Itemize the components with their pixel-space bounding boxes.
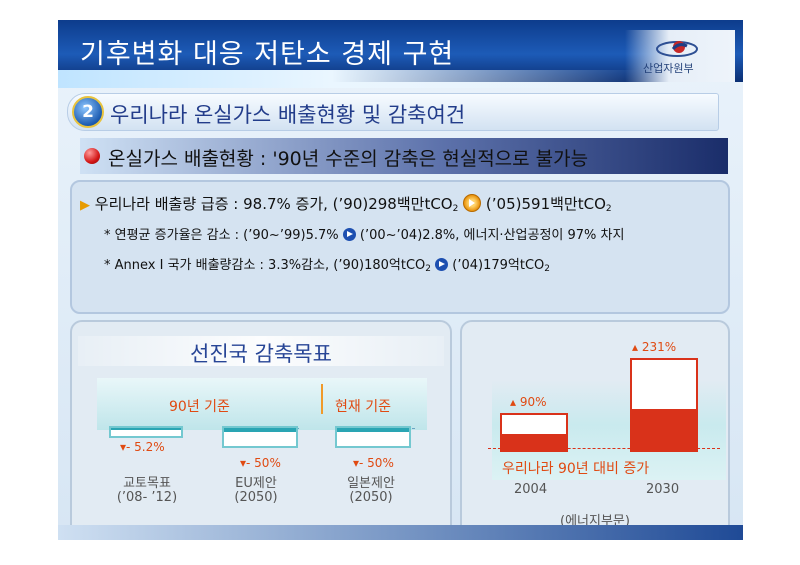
slide-title: 기후변화 대응 저탄소 경제 구현	[80, 39, 455, 70]
target-bar-fill	[224, 428, 296, 432]
band-label-1990: 90년 기준	[169, 399, 230, 415]
arrow-circle-icon	[342, 228, 356, 241]
band-label-current: 현재 기준	[335, 399, 391, 415]
increase-note: 우리나라 90년 대비 증가	[502, 461, 650, 477]
fact-line-1: ▶ 우리나라 배출량 급증 : 98.7% 증가, (’90)298백만tCO2…	[80, 193, 612, 214]
target-name: 교토목표	[123, 476, 171, 491]
baseline-band	[97, 378, 427, 430]
target-bar-fill	[111, 428, 181, 430]
fact-1-lead: 우리나라 배출량 급증 : 98.7% 증가, (’90)298백만tCO	[94, 195, 453, 213]
year-label: 2030	[646, 482, 680, 497]
logo-text: 산업자원부	[643, 62, 694, 75]
subheading-text: 온실가스 배출현황 : '90년 수준의 감축은 현실적으로 불가능	[108, 148, 589, 170]
subheading-bar: 온실가스 배출현황 : '90년 수준의 감축은 현실적으로 불가능	[80, 138, 728, 174]
panel-title-glow	[78, 336, 444, 366]
fact-2-tail: (’00~’04)2.8%, 에너지·산업공정이 97% 차지	[359, 228, 625, 243]
fact-3-tail: (’04)179억tCO	[452, 258, 545, 273]
target-period: (2050)	[349, 490, 393, 505]
section-title: 우리나라 온실가스 배출현황 및 감축여건	[110, 103, 466, 127]
increase-bar	[630, 358, 698, 452]
ministry-logo: 산업자원부	[625, 30, 735, 82]
triangle-bullet-icon: ▶	[80, 198, 90, 213]
target-value-label: ▾- 50%	[353, 456, 394, 470]
target-bar	[335, 426, 411, 448]
target-name: 일본제안	[347, 476, 395, 491]
target-name: EU제안	[235, 476, 277, 491]
emission-facts-box: ▶ 우리나라 배출량 급증 : 98.7% 증가, (’90)298백만tCO2…	[70, 180, 730, 314]
title-glow	[58, 70, 743, 88]
increase-value-label: ▴ 90%	[510, 395, 547, 409]
reduction-targets-panel: 선진국 감축목표 90년 기준 현재 기준 ▾- 5.2% ▾- 50% ▾- …	[70, 320, 452, 540]
bottom-bar	[58, 525, 743, 540]
increase-bar	[500, 413, 568, 452]
fact-line-2: * 연평균 증가율은 감소 : (’90~’99)5.7% (’00~’04)2…	[104, 224, 624, 243]
fact-3-sub2: 2	[544, 264, 551, 274]
section-number: 2	[72, 96, 104, 128]
target-bar	[109, 426, 183, 438]
target-value-label: ▾- 50%	[240, 456, 281, 470]
year-label: 2004	[514, 482, 548, 497]
fact-3-sub: 2	[425, 264, 432, 274]
baseline-1990-line	[488, 448, 720, 449]
fact-1-mid: (’05)591백만tCO	[485, 195, 606, 213]
arrow-circle-icon	[463, 194, 482, 212]
target-value-label: ▾- 5.2%	[120, 440, 165, 454]
target-bar-fill	[337, 428, 409, 432]
fact-1-sub2: 2	[605, 204, 612, 214]
fact-line-3: * Annex I 국가 배출량감소 : 3.3%감소, (’90)180억tC…	[104, 254, 550, 274]
increase-value-label: ▴ 231%	[632, 340, 677, 354]
target-period: (’08- ’12)	[116, 490, 178, 505]
red-bullet-icon	[84, 148, 100, 164]
left-chart-title: 선진국 감축목표	[190, 342, 332, 366]
target-period: (2050)	[234, 490, 278, 505]
logo-emblem-icon	[656, 41, 698, 57]
arrow-circle-icon	[435, 258, 449, 271]
increase-bar-fill	[502, 434, 566, 450]
korea-increase-panel: ▴ 90% ▴ 231% 우리나라 90년 대비 증가 2004 2030 (에…	[460, 320, 730, 540]
fact-1-sub: 2	[452, 204, 459, 214]
target-bar	[222, 426, 298, 448]
slide: 기후변화 대응 저탄소 경제 구현 2 산업자원부 2 우리나라 온실가스 배출…	[58, 20, 743, 540]
increase-bar-fill	[632, 409, 696, 450]
fact-3-lead: * Annex I 국가 배출량감소 : 3.3%감소, (’90)180억tC…	[104, 258, 426, 273]
fact-2-lead: * 연평균 증가율은 감소 : (’90~’99)5.7%	[104, 228, 339, 243]
section-heading: 2 우리나라 온실가스 배출현황 및 감축여건	[67, 93, 719, 131]
band-divider	[321, 384, 323, 414]
